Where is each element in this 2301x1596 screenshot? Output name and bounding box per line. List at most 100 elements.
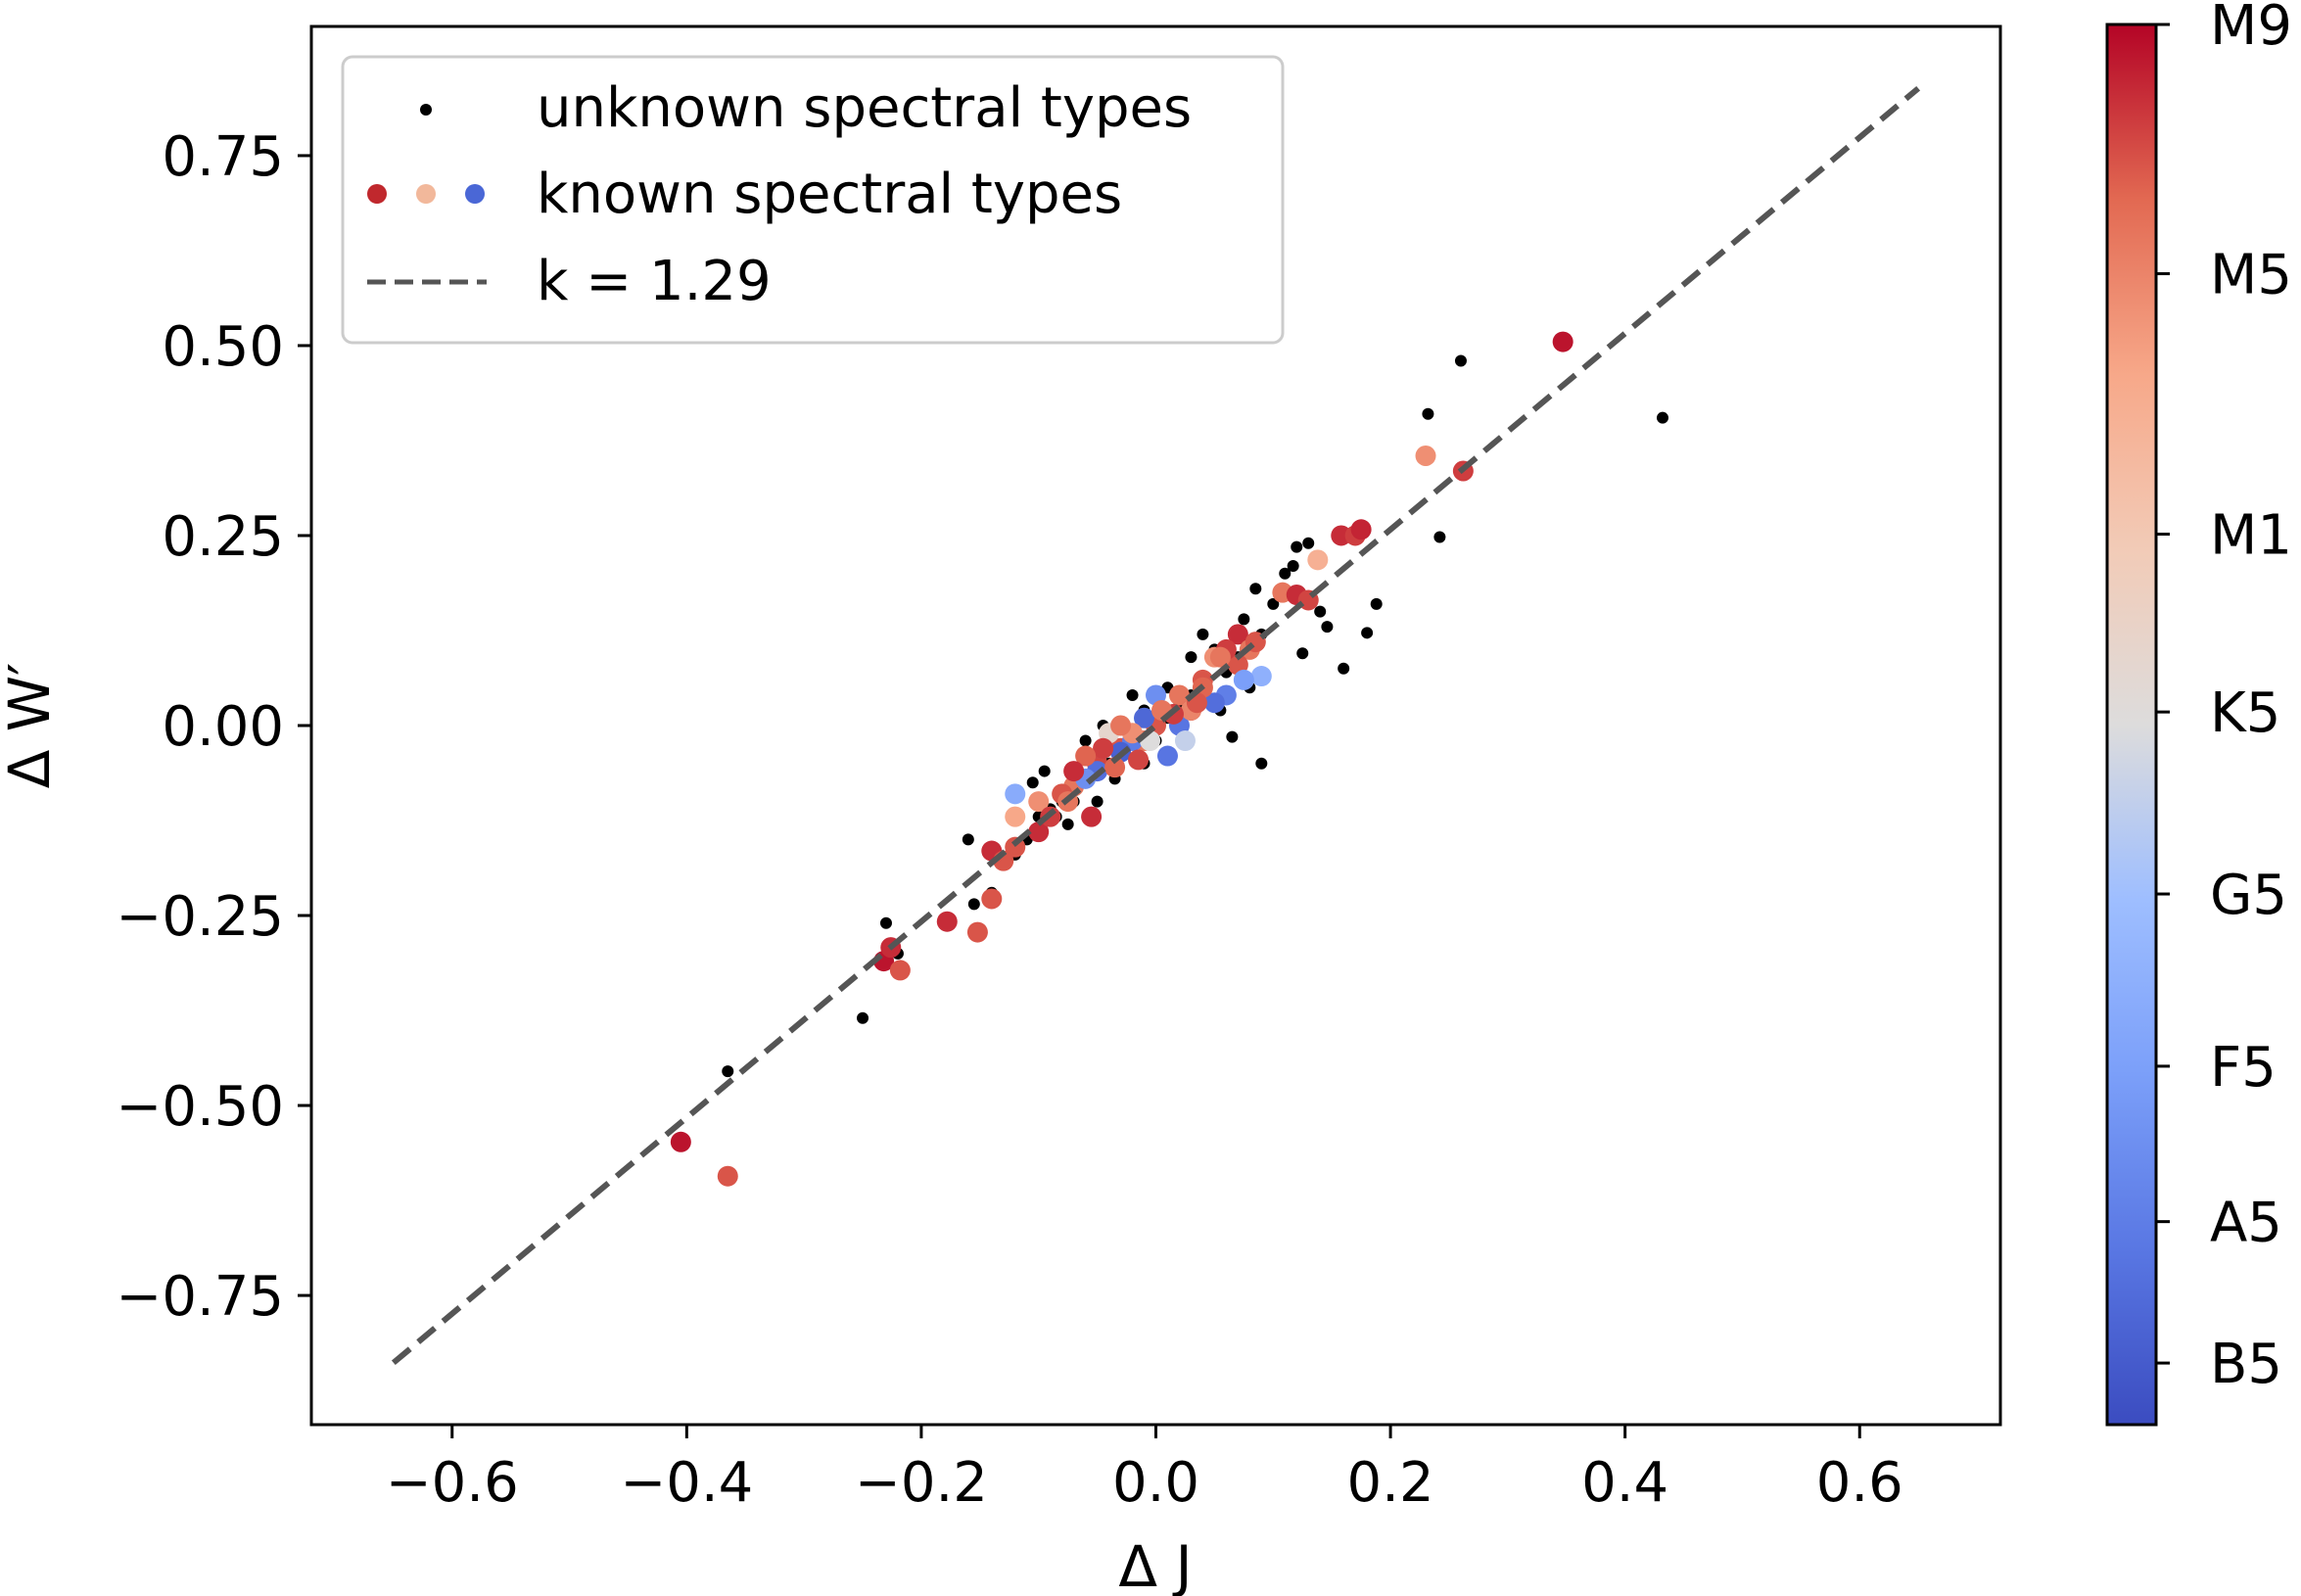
known-point xyxy=(1209,646,1231,668)
legend-marker-known-red xyxy=(367,184,387,204)
known-point xyxy=(1093,737,1114,759)
legend-marker-known-blue xyxy=(465,184,485,204)
unknown-point xyxy=(1338,662,1350,675)
known-point xyxy=(1307,549,1329,571)
fit-line xyxy=(391,85,1921,1366)
y-tick-label: 0.25 xyxy=(162,505,284,569)
unknown-point xyxy=(1238,613,1250,626)
unknown-point xyxy=(1314,605,1327,618)
unknown-point xyxy=(1296,647,1309,660)
unknown-point xyxy=(1422,407,1434,420)
known-point xyxy=(1005,806,1026,827)
unknown-point xyxy=(967,898,980,911)
known-point xyxy=(1250,666,1272,687)
legend-marker-known-peach xyxy=(416,184,436,204)
known-point xyxy=(1104,757,1126,778)
unknown-point xyxy=(1287,560,1299,573)
known-point xyxy=(1063,761,1085,782)
known-point xyxy=(1350,519,1372,540)
x-tick-label: 0.6 xyxy=(1816,1451,1903,1515)
unknown-point xyxy=(1226,730,1239,743)
unknown-point xyxy=(1279,567,1291,580)
known-point xyxy=(670,1131,691,1152)
unknown-point xyxy=(1361,627,1374,639)
unknown-point xyxy=(1255,757,1268,770)
y-tick-label: −0.50 xyxy=(116,1075,284,1139)
unknown-point xyxy=(1126,688,1139,701)
legend-label-unknown: unknown spectral types xyxy=(537,76,1192,140)
x-tick-label: −0.4 xyxy=(620,1451,753,1515)
known-point xyxy=(981,888,1003,910)
unknown-point xyxy=(722,1065,734,1078)
known-point xyxy=(1128,749,1150,771)
unknown-point xyxy=(1657,411,1668,424)
known-point xyxy=(1028,821,1050,843)
unknown-point xyxy=(1079,734,1092,747)
x-tick-label: −0.6 xyxy=(386,1451,519,1515)
known-point xyxy=(1227,624,1248,645)
legend-marker-unknown xyxy=(420,104,432,116)
known-point xyxy=(936,911,958,932)
legend: unknown spectral types known spectral ty… xyxy=(341,55,1285,345)
colorbar-tick-label: K5 xyxy=(2210,681,2280,745)
known-point xyxy=(966,921,988,943)
known-point xyxy=(1081,806,1103,827)
y-axis-label: Δ W′ xyxy=(0,663,63,789)
x-tick-label: 0.4 xyxy=(1581,1451,1668,1515)
colorbar-tick-label: M9 xyxy=(2210,0,2292,58)
colorbar-tick-label: A5 xyxy=(2210,1192,2282,1255)
known-point xyxy=(1028,791,1050,813)
x-tick-label: 0.2 xyxy=(1347,1451,1434,1515)
known-point xyxy=(1168,684,1190,706)
colorbar-tick-label: M5 xyxy=(2210,244,2292,307)
known-point xyxy=(1233,669,1254,690)
legend-label-known: known spectral types xyxy=(537,163,1122,226)
known-point xyxy=(1005,783,1026,805)
colorbar: M9 M5 M1 K5 G5 F5 A5 B5 xyxy=(2105,0,2292,1427)
known-point xyxy=(1156,745,1178,767)
known-point xyxy=(889,960,911,981)
unknown-point xyxy=(1249,583,1262,595)
unknown-point xyxy=(1370,597,1383,610)
x-tick-label: 0.0 xyxy=(1112,1451,1199,1515)
known-point xyxy=(717,1165,738,1187)
unknown-point xyxy=(879,916,892,929)
unknown-point xyxy=(857,1011,869,1024)
unknown-point xyxy=(1026,776,1039,789)
y-tick-label: 0.50 xyxy=(162,315,284,379)
unknown-point xyxy=(1267,597,1280,610)
unknown-point xyxy=(1433,531,1446,543)
known-point xyxy=(1415,445,1436,466)
known-point xyxy=(1331,525,1352,546)
y-tick-label: 0.75 xyxy=(162,125,284,189)
unknown-point xyxy=(1454,354,1467,367)
colorbar-tick-label: G5 xyxy=(2210,864,2287,927)
unknown-point xyxy=(1038,765,1051,777)
unknown-point xyxy=(1061,818,1074,830)
y-tick-label: −0.25 xyxy=(116,885,284,949)
legend-box xyxy=(341,55,1285,345)
y-tick-label: 0.00 xyxy=(162,695,284,759)
unknown-point xyxy=(1302,537,1315,549)
colorbar-gradient xyxy=(2105,23,2158,1427)
x-axis-label: Δ J xyxy=(1118,1533,1192,1596)
known-point xyxy=(1110,715,1132,736)
known-point xyxy=(1075,745,1097,767)
x-tick-label: −0.2 xyxy=(855,1451,988,1515)
unknown-point xyxy=(1291,540,1303,553)
known-point xyxy=(1552,331,1573,352)
unknown-point xyxy=(962,833,974,846)
unknown-point xyxy=(1321,621,1334,634)
unknown-point xyxy=(1197,628,1209,640)
unknown-point xyxy=(1091,795,1104,808)
known-point xyxy=(1203,692,1225,714)
colorbar-tick-label: F5 xyxy=(2210,1036,2277,1100)
y-tick-label: −0.75 xyxy=(116,1265,284,1329)
known-point xyxy=(1174,730,1196,752)
known-point xyxy=(1134,707,1155,728)
colorbar-tick-label: B5 xyxy=(2210,1333,2282,1396)
legend-label-fit: k = 1.29 xyxy=(537,250,772,313)
colorbar-tick-label: M1 xyxy=(2210,504,2292,568)
unknown-point xyxy=(1185,651,1197,664)
